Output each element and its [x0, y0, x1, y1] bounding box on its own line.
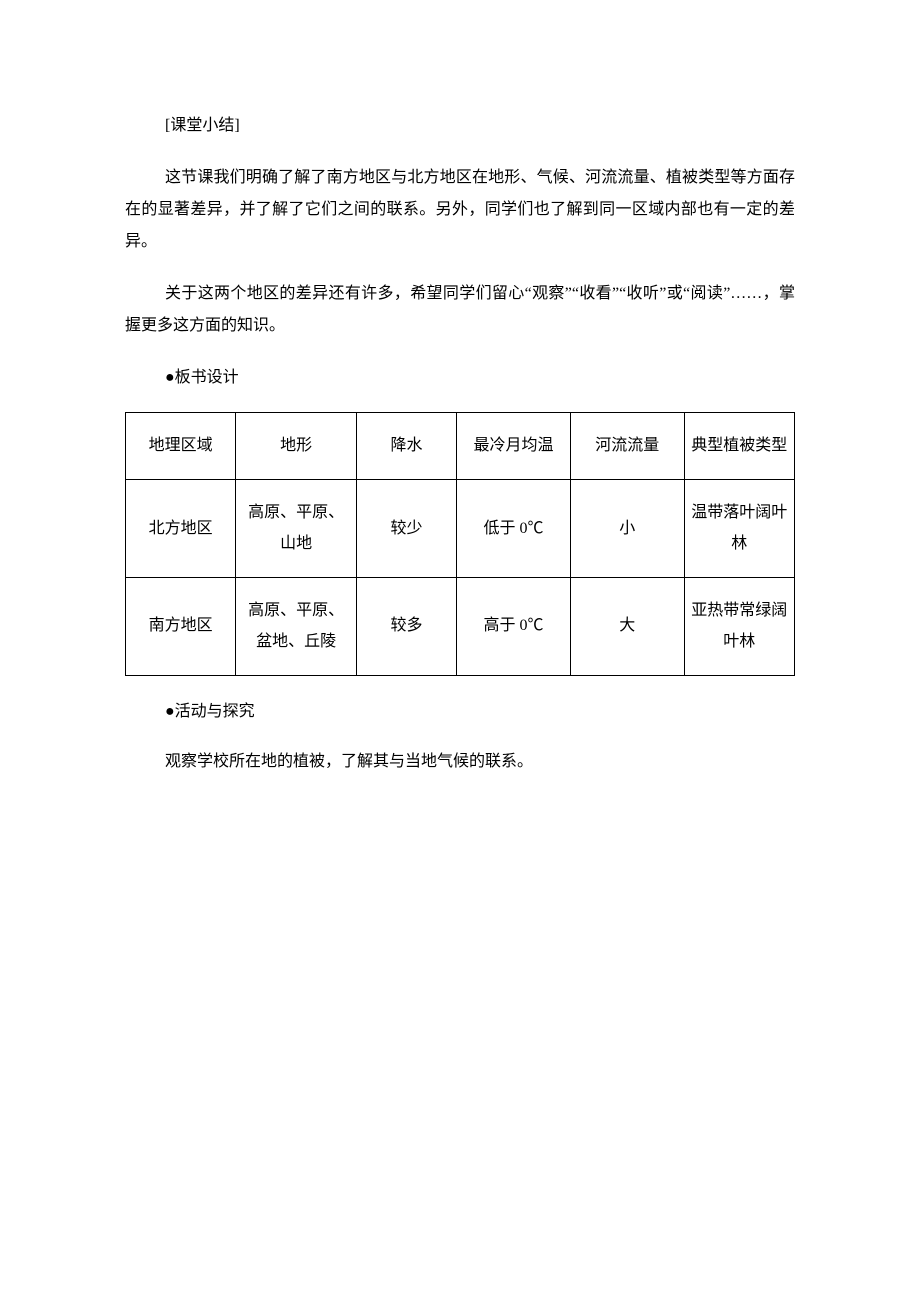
table-row: 南方地区 高原、平原、盆地、丘陵 较多 高于 0℃ 大 亚热带常绿阔叶林	[126, 578, 795, 676]
table-header-cell: 典型植被类型	[684, 413, 794, 480]
table-header-cell: 河流流量	[570, 413, 684, 480]
activity-heading: ●活动与探究	[125, 696, 795, 728]
table-cell: 高于 0℃	[457, 578, 571, 676]
table-cell: 北方地区	[126, 480, 236, 578]
comparison-table: 地理区域 地形 降水 最冷月均温 河流流量 典型植被类型 北方地区 高原、平原、…	[125, 412, 795, 676]
table-cell: 大	[570, 578, 684, 676]
table-header-cell: 最冷月均温	[457, 413, 571, 480]
table-header-cell: 降水	[356, 413, 456, 480]
table-cell: 亚热带常绿阔叶林	[684, 578, 794, 676]
table-cell: 高原、平原、山地	[236, 480, 356, 578]
table-header-cell: 地理区域	[126, 413, 236, 480]
table-cell: 高原、平原、盆地、丘陵	[236, 578, 356, 676]
table-cell: 低于 0℃	[457, 480, 571, 578]
summary-paragraph-1: 这节课我们明确了解了南方地区与北方地区在地形、气候、河流流量、植被类型等方面存在…	[125, 162, 795, 258]
summary-paragraph-2: 关于这两个地区的差异还有许多，希望同学们留心“观察”“收看”“收听”或“阅读”……	[125, 278, 795, 342]
table-cell: 南方地区	[126, 578, 236, 676]
table-header-cell: 地形	[236, 413, 356, 480]
table-row: 北方地区 高原、平原、山地 较少 低于 0℃ 小 温带落叶阔叶林	[126, 480, 795, 578]
table-cell: 较多	[356, 578, 456, 676]
activity-text: 观察学校所在地的植被，了解其与当地气候的联系。	[125, 746, 795, 778]
table-cell: 小	[570, 480, 684, 578]
table-header-row: 地理区域 地形 降水 最冷月均温 河流流量 典型植被类型	[126, 413, 795, 480]
table-cell: 温带落叶阔叶林	[684, 480, 794, 578]
summary-heading: [课堂小结]	[125, 110, 795, 142]
table-cell: 较少	[356, 480, 456, 578]
board-design-heading: ●板书设计	[125, 362, 795, 394]
